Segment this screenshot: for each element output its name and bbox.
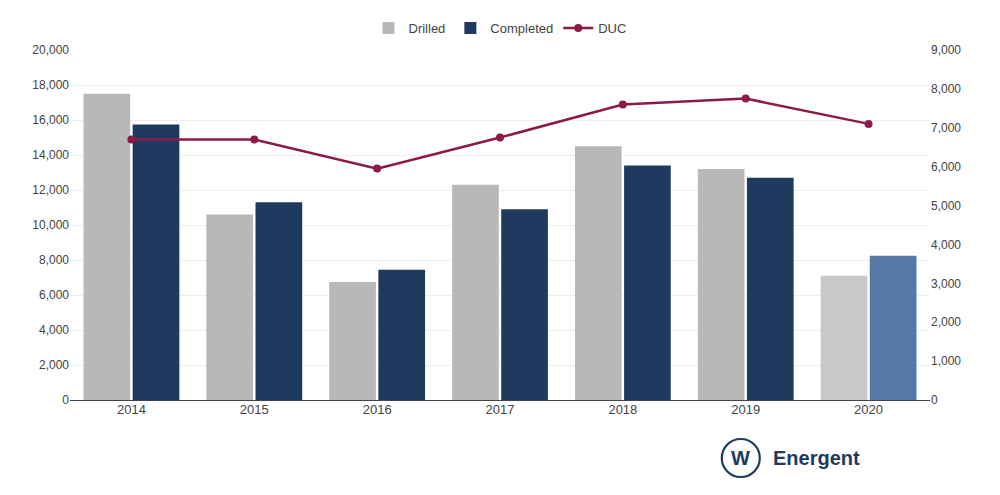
svg-text:2014: 2014 <box>117 402 146 417</box>
svg-text:9,000: 9,000 <box>931 43 961 57</box>
svg-text:2019: 2019 <box>731 402 760 417</box>
svg-text:W: W <box>731 447 750 469</box>
svg-text:20,000: 20,000 <box>32 43 69 57</box>
svg-text:2,000: 2,000 <box>39 358 69 372</box>
svg-text:8,000: 8,000 <box>39 253 69 267</box>
svg-text:1,000: 1,000 <box>931 354 961 368</box>
svg-text:2020: 2020 <box>854 402 883 417</box>
svg-text:Drilled: Drilled <box>409 21 446 36</box>
svg-text:DUC: DUC <box>598 21 626 36</box>
svg-text:12,000: 12,000 <box>32 183 69 197</box>
svg-text:16,000: 16,000 <box>32 113 69 127</box>
svg-text:6,000: 6,000 <box>39 288 69 302</box>
svg-text:3,000: 3,000 <box>931 277 961 291</box>
svg-text:6,000: 6,000 <box>931 160 961 174</box>
svg-text:7,000: 7,000 <box>931 121 961 135</box>
svg-text:2018: 2018 <box>608 402 637 417</box>
svg-text:14,000: 14,000 <box>32 148 69 162</box>
svg-text:4,000: 4,000 <box>931 238 961 252</box>
svg-text:4,000: 4,000 <box>39 323 69 337</box>
svg-text:0: 0 <box>931 393 938 407</box>
svg-text:2016: 2016 <box>363 402 392 417</box>
svg-text:2,000: 2,000 <box>931 315 961 329</box>
svg-text:10,000: 10,000 <box>32 218 69 232</box>
svg-text:Energent: Energent <box>773 447 860 469</box>
svg-text:Completed: Completed <box>490 21 553 36</box>
svg-text:2017: 2017 <box>486 402 515 417</box>
svg-text:5,000: 5,000 <box>931 199 961 213</box>
svg-text:0: 0 <box>62 393 69 407</box>
svg-text:8,000: 8,000 <box>931 82 961 96</box>
svg-text:2015: 2015 <box>240 402 269 417</box>
svg-text:18,000: 18,000 <box>32 78 69 92</box>
